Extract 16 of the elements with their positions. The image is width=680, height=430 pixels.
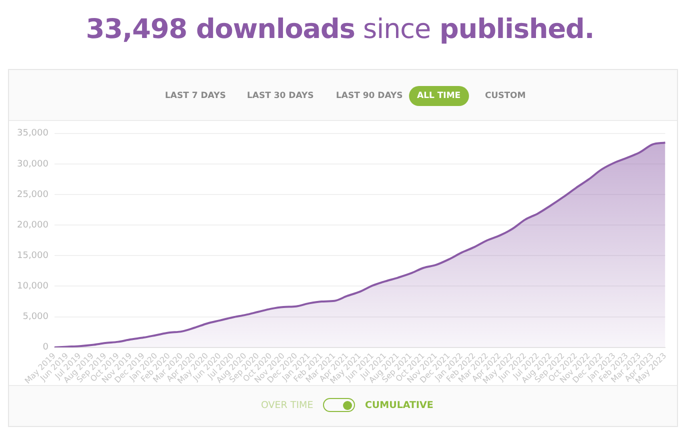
text: CUMULATIVE	[365, 400, 434, 411]
y-tick-label: 0	[42, 342, 49, 353]
chart-title: 33,498 downloads since published.	[86, 14, 594, 45]
y-tick-label: 35,000	[16, 128, 49, 139]
text: LAST 7 DAYS	[164, 90, 227, 103]
text: LAST 90 DAYS	[335, 90, 404, 103]
y-tick-label: 5,000	[22, 312, 49, 322]
y-tick-label: 30,000	[16, 159, 49, 170]
text: ALL TIME	[409, 86, 469, 106]
y-tick-label: 25,000	[16, 190, 49, 200]
y-tick-label: 15,000	[16, 250, 49, 261]
y-tick-label: 10,000	[16, 282, 49, 292]
y-tick-label: 20,000	[16, 220, 49, 230]
text: LAST 30 DAYS	[246, 90, 315, 103]
text: CUSTOM	[484, 90, 527, 103]
text: OVER TIME	[261, 400, 314, 411]
